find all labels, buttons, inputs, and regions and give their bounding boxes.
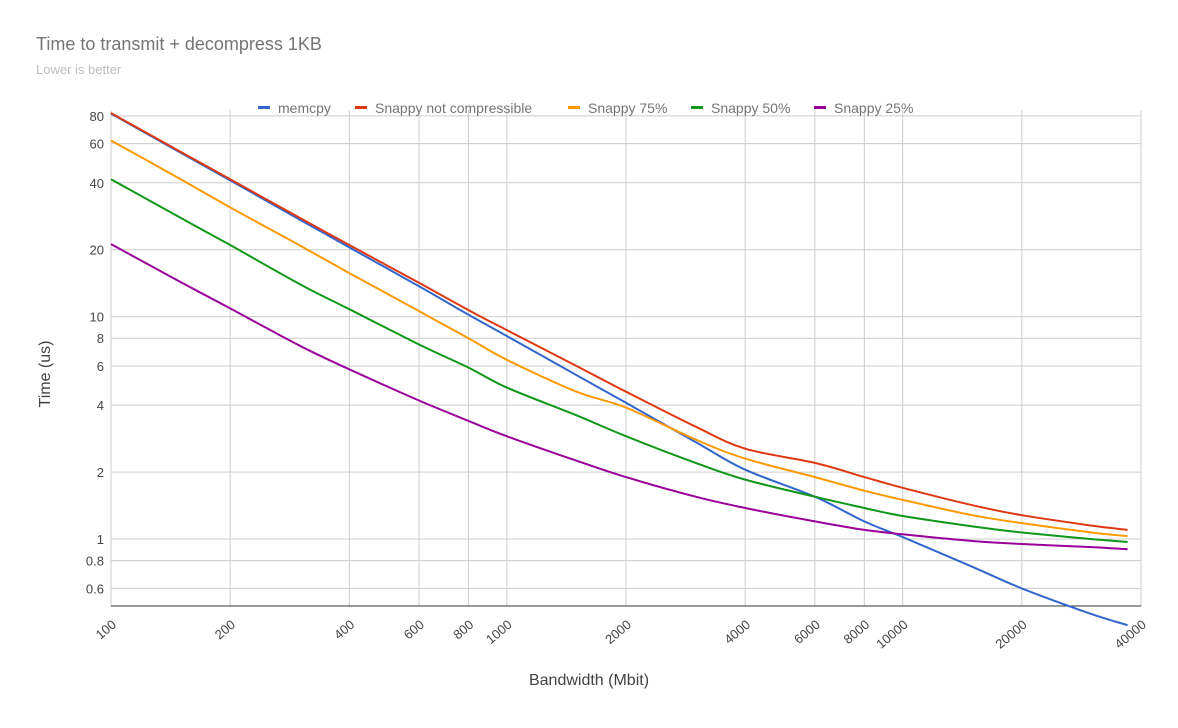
y-tick-label: 20 bbox=[90, 243, 104, 258]
y-axis-label: Time (us) bbox=[37, 340, 54, 408]
series-line-snappy-50 bbox=[110, 178, 1128, 543]
x-tick-label: 600 bbox=[401, 617, 427, 642]
legend-item-snappy-50: Snappy 50% bbox=[691, 100, 790, 116]
legend-swatch bbox=[568, 105, 580, 109]
legend-swatch bbox=[814, 105, 826, 109]
x-tick-label: 100 bbox=[93, 617, 119, 642]
chart-title: Time to transmit + decompress 1KB bbox=[36, 34, 322, 54]
y-tick-label: 1 bbox=[97, 532, 104, 547]
x-tick-label: 20000 bbox=[992, 617, 1029, 652]
series-line-snappy-25 bbox=[110, 243, 1128, 551]
y-tick-label: 60 bbox=[90, 137, 104, 152]
y-tick-label: 0.6 bbox=[86, 581, 104, 596]
y-tick-label: 40 bbox=[90, 176, 104, 191]
legend-label: Snappy 50% bbox=[711, 100, 791, 116]
y-tick-label: 6 bbox=[97, 359, 104, 374]
x-tick-label: 2000 bbox=[602, 617, 634, 647]
x-tick-label: 200 bbox=[212, 617, 238, 642]
x-tick-label: 8000 bbox=[840, 617, 872, 647]
x-tick-label: 400 bbox=[331, 617, 357, 642]
legend-item-snappy-not-compressible: Snappy not compressible bbox=[355, 100, 532, 116]
legend-label: memcpy bbox=[278, 100, 331, 116]
x-axis-label: Bandwidth (Mbit) bbox=[528, 672, 650, 689]
y-tick-label: 10 bbox=[90, 310, 104, 325]
y-tick-label: 2 bbox=[97, 465, 104, 480]
chart-subtitle: Lower is better bbox=[36, 62, 122, 77]
legend-item-memcpy: memcpy bbox=[258, 100, 331, 116]
y-tick-label: 80 bbox=[90, 109, 104, 124]
x-tick-label: 1000 bbox=[483, 617, 515, 647]
x-tick-label: 4000 bbox=[721, 617, 753, 647]
series-line-snappy-75 bbox=[110, 139, 1128, 538]
y-tick-label: 0.8 bbox=[86, 554, 104, 569]
legend-item-snappy-25: Snappy 25% bbox=[814, 100, 913, 116]
series-line-snappy-not-compressible bbox=[110, 112, 1128, 531]
y-tick-label: 8 bbox=[97, 331, 104, 346]
x-tick-label: 10000 bbox=[873, 617, 910, 652]
legend-label: Snappy 25% bbox=[834, 100, 914, 116]
legend-swatch bbox=[258, 105, 270, 109]
legend-item-snappy-75: Snappy 75% bbox=[568, 100, 667, 116]
series-line-memcpy bbox=[110, 112, 1128, 627]
x-tick-label: 800 bbox=[450, 617, 476, 642]
legend-swatch bbox=[355, 105, 367, 109]
legend-label: Snappy 75% bbox=[588, 100, 668, 116]
legend-label: Snappy not compressible bbox=[375, 100, 533, 116]
y-tick-label: 4 bbox=[97, 398, 104, 413]
gridlines bbox=[110, 110, 1142, 606]
legend-swatch bbox=[691, 105, 703, 109]
x-tick-label: 6000 bbox=[791, 617, 823, 647]
